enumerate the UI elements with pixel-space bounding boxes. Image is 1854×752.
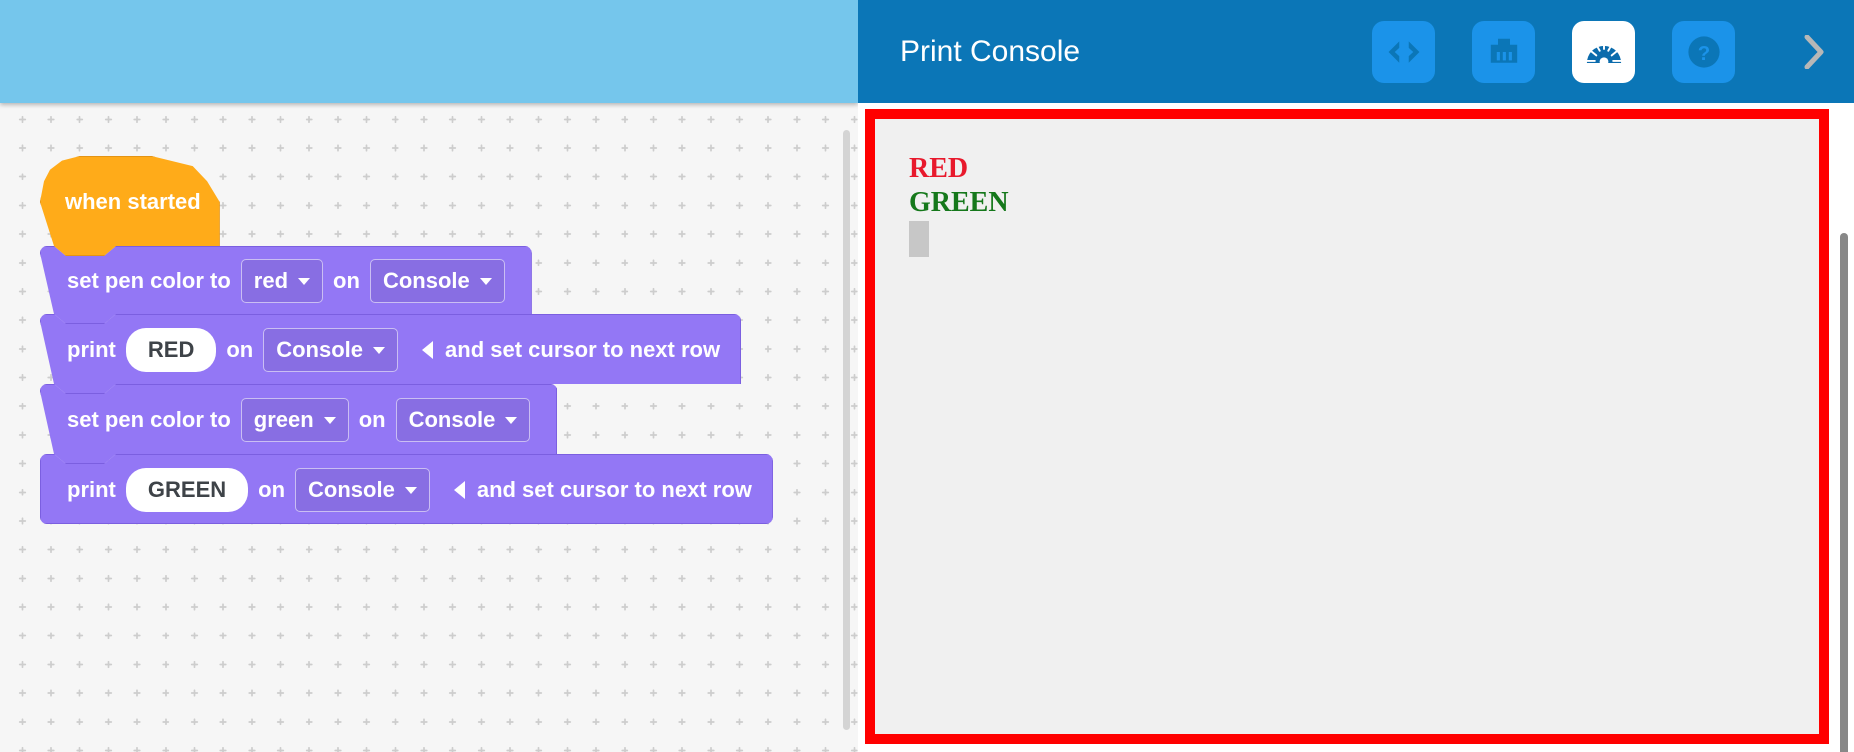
- svg-text:?: ?: [1697, 42, 1709, 64]
